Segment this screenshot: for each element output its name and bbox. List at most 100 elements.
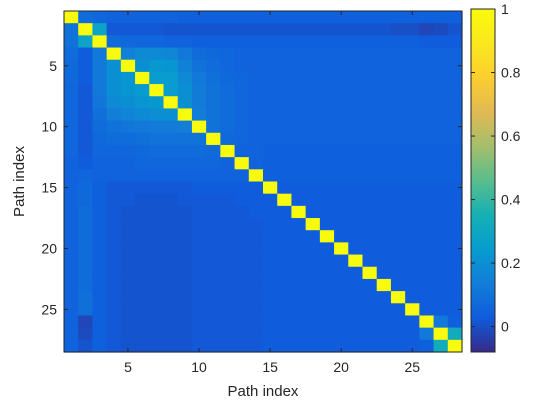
heatmap-cell-diagonal — [334, 242, 349, 255]
heatmap-cell — [348, 35, 363, 48]
heatmap-cell — [405, 72, 420, 85]
heatmap-cell — [249, 303, 264, 316]
heatmap-cell — [448, 108, 463, 121]
heatmap-cell — [178, 48, 193, 61]
heatmap-cell — [263, 35, 278, 48]
heatmap-cell — [348, 267, 363, 280]
heatmap-cell — [206, 242, 221, 255]
heatmap-cell — [277, 230, 292, 243]
heatmap-cell — [320, 328, 335, 341]
heatmap-cell — [377, 157, 392, 170]
heatmap-cell — [206, 206, 221, 219]
heatmap-cell — [419, 72, 434, 85]
x-tick-label: 5 — [124, 359, 132, 375]
heatmap-cell — [320, 35, 335, 48]
heatmap-cell — [320, 96, 335, 109]
heatmap-cells — [64, 11, 463, 353]
heatmap-cell — [291, 169, 306, 182]
heatmap-cell — [391, 218, 406, 231]
heatmap-cell — [235, 267, 250, 280]
heatmap-cell — [419, 11, 434, 24]
heatmap-cell — [149, 11, 164, 24]
heatmap-cell — [291, 194, 306, 207]
heatmap-cell — [419, 303, 434, 316]
heatmap-cell — [306, 328, 321, 341]
heatmap-cell — [291, 303, 306, 316]
heatmap-cell — [448, 267, 463, 280]
heatmap-cell — [405, 242, 420, 255]
heatmap-cell — [377, 48, 392, 61]
heatmap-cell — [377, 121, 392, 134]
heatmap-cell — [164, 11, 179, 24]
heatmap-cell — [78, 255, 93, 268]
heatmap-cell — [64, 169, 79, 182]
y-tick-label: 25 — [41, 301, 57, 317]
heatmap-cell-diagonal — [263, 182, 278, 195]
heatmap-cell-diagonal — [391, 291, 406, 304]
heatmap-cell — [220, 340, 235, 353]
heatmap-cell — [405, 182, 420, 195]
heatmap-cell — [64, 206, 79, 219]
heatmap-cell — [149, 206, 164, 219]
heatmap-cell — [178, 11, 193, 24]
colorbar-tick-label: 0.6 — [501, 128, 521, 144]
heatmap-cell — [377, 96, 392, 109]
heatmap-cell — [363, 169, 378, 182]
heatmap-cell — [348, 242, 363, 255]
heatmap-cell — [92, 242, 107, 255]
heatmap-cell — [220, 206, 235, 219]
heatmap-cell — [363, 206, 378, 219]
heatmap-cell — [334, 182, 349, 195]
heatmap-cell — [448, 255, 463, 268]
heatmap-cell — [249, 121, 264, 134]
heatmap-cell — [334, 108, 349, 121]
heatmap-cell — [135, 23, 150, 36]
heatmap-cell — [107, 291, 122, 304]
heatmap-cell — [405, 145, 420, 158]
heatmap-cell — [178, 315, 193, 328]
heatmap-cell-diagonal — [121, 60, 136, 73]
heatmap-cell — [419, 255, 434, 268]
heatmap-cell — [363, 255, 378, 268]
heatmap-cell — [135, 267, 150, 280]
heatmap-cell — [448, 72, 463, 85]
heatmap-cell — [64, 84, 79, 97]
heatmap-cell — [263, 23, 278, 36]
heatmap-cell — [391, 84, 406, 97]
heatmap-cell — [391, 340, 406, 353]
heatmap-cell — [178, 242, 193, 255]
heatmap-cell-diagonal — [78, 23, 93, 36]
heatmap-cell — [320, 133, 335, 146]
y-axis-label: Path index — [11, 146, 28, 217]
heatmap-cell — [135, 182, 150, 195]
heatmap-cell — [107, 84, 122, 97]
heatmap-cell — [220, 48, 235, 61]
heatmap-cell — [320, 279, 335, 292]
heatmap-cell — [306, 279, 321, 292]
heatmap-cell — [121, 108, 136, 121]
heatmap-cell — [277, 206, 292, 219]
heatmap-cell — [149, 108, 164, 121]
heatmap-cell — [448, 84, 463, 97]
heatmap-cell — [107, 23, 122, 36]
heatmap-cell — [64, 315, 79, 328]
heatmap-cell — [249, 48, 264, 61]
heatmap-cell — [405, 206, 420, 219]
heatmap-cell — [320, 145, 335, 158]
heatmap-cell — [277, 133, 292, 146]
heatmap-cell — [348, 11, 363, 24]
heatmap-cell — [348, 328, 363, 341]
heatmap-cell — [220, 84, 235, 97]
heatmap-cell — [92, 48, 107, 61]
heatmap-cell — [277, 121, 292, 134]
heatmap-cell — [348, 157, 363, 170]
heatmap-cell — [277, 315, 292, 328]
heatmap-cell — [164, 108, 179, 121]
heatmap-cell — [164, 267, 179, 280]
heatmap-cell — [363, 157, 378, 170]
heatmap-cell — [220, 315, 235, 328]
heatmap-cell — [291, 145, 306, 158]
heatmap-cell — [391, 133, 406, 146]
heatmap-cell — [149, 23, 164, 36]
heatmap-cell — [92, 218, 107, 231]
